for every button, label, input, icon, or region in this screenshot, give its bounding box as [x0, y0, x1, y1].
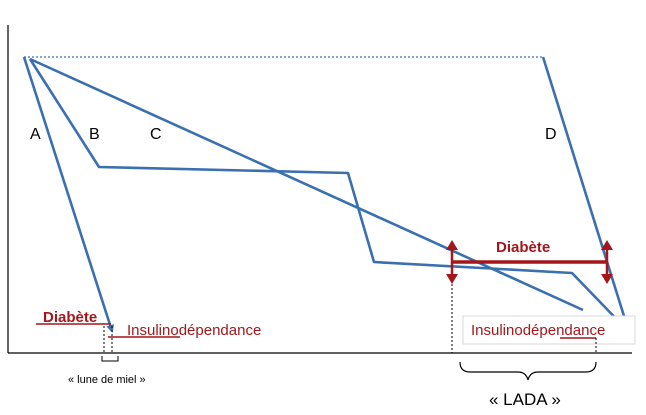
right-insulin-box: [462, 315, 636, 345]
curve-label-b: B: [89, 126, 100, 143]
honeymoon-label: « lune de miel »: [68, 374, 146, 386]
right-diabetes-right-arrow-up-icon: [601, 240, 613, 250]
curve-a: [22, 56, 114, 333]
curve-b: [28, 58, 631, 334]
lada-label: « LADA »: [489, 390, 561, 409]
curve-label-a: A: [30, 126, 41, 143]
curve-label-c: C: [150, 126, 162, 143]
right-diabetes-label: Diabète: [496, 239, 550, 256]
lada-brace: [459, 361, 597, 381]
curve-label-d: D: [545, 126, 557, 143]
right-diabetes-left-arrow-down-icon: [446, 274, 458, 284]
right-insulin-dependence-label: Insulinodépendance: [471, 322, 605, 339]
left-diabetes-label: Diabète: [43, 309, 97, 326]
curve-c: [29, 57, 584, 312]
right-diabetes-left-arrow-up-icon: [446, 240, 458, 250]
curve-d: [541, 56, 632, 334]
left-insulin-dependence-label: Insulinodépendance: [127, 322, 261, 339]
right-diabetes-right-arrow-down-icon: [601, 274, 613, 284]
honeymoon-bracket: [101, 356, 119, 362]
